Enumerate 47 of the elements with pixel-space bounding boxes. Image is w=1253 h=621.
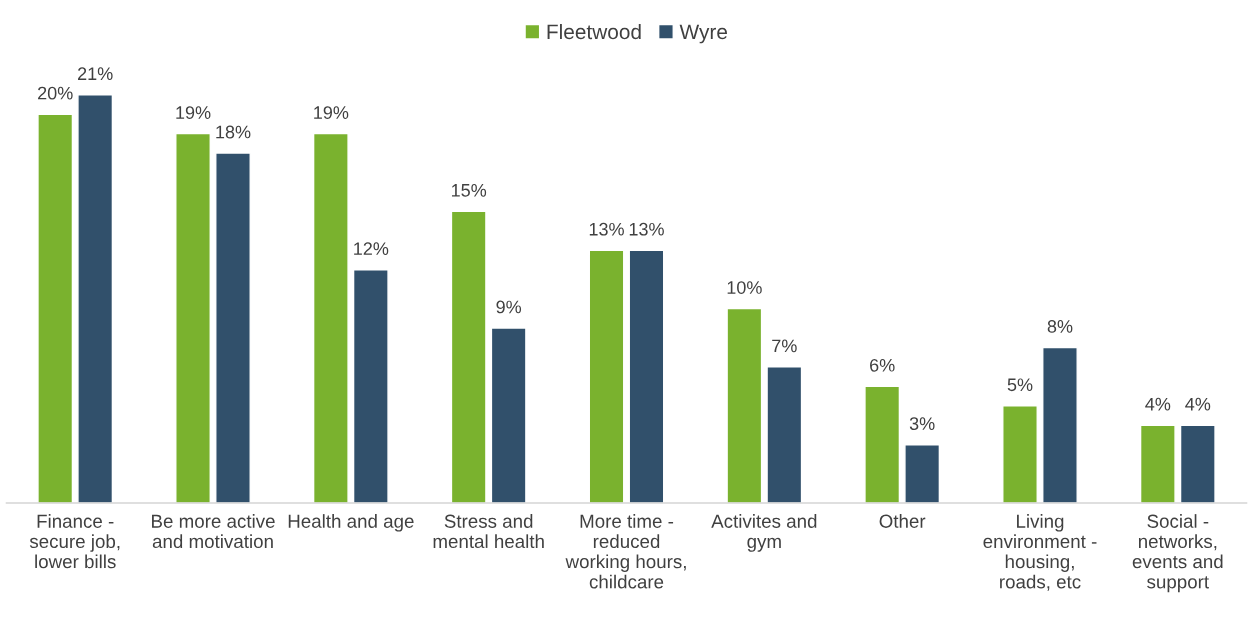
data-label: 4%	[1145, 397, 1171, 411]
data-label: 3%	[909, 417, 935, 431]
legend-label: Fleetwood	[547, 23, 641, 40]
data-label: 19%	[314, 106, 349, 119]
x-tick-label: Finance - secure job, lower bills	[29, 514, 120, 569]
legend-label: Wyre	[679, 24, 728, 44]
bar	[1139, 424, 1176, 504]
data-label: 13%	[629, 222, 664, 236]
bar	[450, 210, 487, 504]
bar	[175, 132, 211, 504]
bar	[864, 385, 901, 504]
bar	[1042, 346, 1078, 504]
x-tick-label: Living environment - housing, roads, etc	[983, 514, 1097, 591]
x-tick-label: Stress and mental health	[433, 514, 544, 549]
data-label: 8%	[1047, 320, 1073, 333]
data-label: 4%	[1185, 397, 1211, 411]
bar	[77, 94, 114, 504]
data-label: 9%	[496, 300, 522, 314]
data-label: 6%	[870, 358, 895, 372]
bar	[490, 327, 527, 504]
x-tick-label: Social - networks, events and support	[1132, 514, 1223, 593]
data-label: 5%	[1007, 378, 1033, 392]
bar	[904, 443, 941, 504]
x-tick-label: Activites and gym	[711, 514, 817, 552]
data-label: 15%	[451, 184, 487, 197]
bar	[37, 113, 74, 504]
data-label: 21%	[78, 67, 113, 81]
x-tick-label: Other	[879, 514, 926, 528]
data-label: 18%	[216, 125, 251, 139]
x-tick-label: Health and age	[288, 514, 414, 532]
bar	[766, 366, 803, 504]
data-label: 19%	[176, 106, 211, 119]
bar	[588, 249, 625, 504]
bar	[312, 132, 349, 504]
data-label: 10%	[727, 281, 762, 294]
data-label: 13%	[589, 222, 624, 236]
x-tick-label: More time - reduced working hours, childcare	[565, 514, 686, 589]
data-label: 20%	[38, 86, 73, 100]
bar	[1179, 424, 1216, 504]
data-label: 7%	[772, 339, 797, 353]
data-label: 12%	[354, 242, 389, 255]
x-tick-label: Be more active and motivation	[152, 514, 275, 549]
bar	[352, 269, 389, 504]
bar	[628, 249, 665, 504]
bar	[215, 152, 251, 504]
bar	[1002, 405, 1038, 504]
bar	[726, 307, 763, 504]
